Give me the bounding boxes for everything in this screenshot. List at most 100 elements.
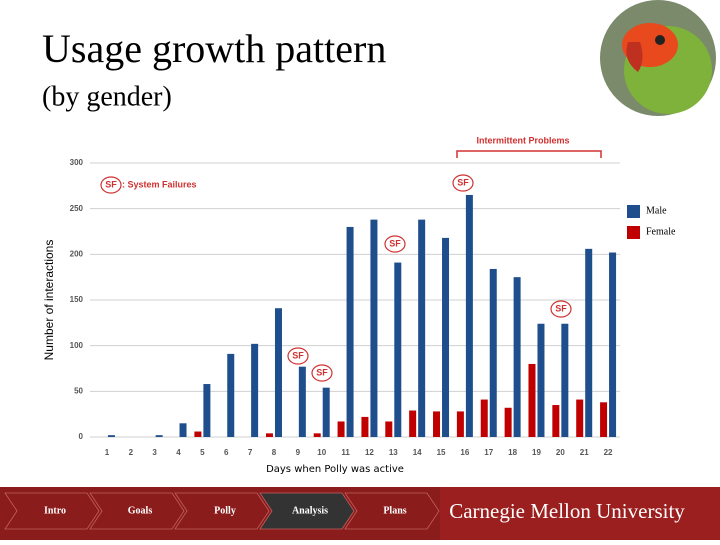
- x-tick-label: 5: [200, 448, 205, 457]
- bar: [409, 410, 417, 437]
- bar: [609, 252, 617, 437]
- nav-tab-shape[interactable]: [174, 492, 270, 530]
- x-tick-label: 22: [604, 448, 613, 457]
- x-tick-label: 10: [317, 448, 326, 457]
- bar: [576, 399, 584, 437]
- bar: [337, 421, 345, 437]
- x-tick-label: 13: [389, 448, 398, 457]
- bar: [265, 433, 273, 437]
- bar: [227, 353, 235, 437]
- x-tick-label: 12: [365, 448, 374, 457]
- bar: [433, 411, 441, 437]
- y-tick-label: 200: [70, 249, 84, 258]
- university-name: Carnegie Mellon University: [449, 499, 685, 523]
- x-tick-label: 2: [129, 448, 134, 457]
- nav-tab-shape[interactable]: [344, 492, 440, 530]
- x-tick-label: 20: [556, 448, 565, 457]
- nav-tabs: Intro Goals Polly Analysis Plans: [4, 492, 440, 530]
- bar: [203, 384, 211, 437]
- sf-key-marker: SF: [105, 179, 117, 189]
- bar: [442, 237, 450, 437]
- y-tick-label: 100: [70, 341, 84, 350]
- legend-label: Male: [646, 205, 667, 216]
- y-tick-label: 50: [74, 386, 83, 395]
- slide-title: Usage growth pattern: [42, 26, 386, 71]
- sf-key-text: : System Failures: [122, 179, 197, 189]
- bracket: [456, 150, 602, 158]
- bar: [418, 219, 426, 437]
- x-tick-label: 11: [341, 448, 350, 457]
- bar: [513, 277, 521, 437]
- y-tick-label: 0: [79, 432, 84, 441]
- legend-label: Female: [646, 226, 676, 237]
- x-tick-label: 4: [176, 448, 181, 457]
- x-tick-label: 3: [152, 448, 157, 457]
- nav-tab-shape[interactable]: [259, 492, 355, 530]
- slide-subtitle: (by gender): [42, 81, 172, 112]
- x-tick-label: 1: [105, 448, 110, 457]
- bar: [528, 363, 536, 437]
- sf-circle: [287, 347, 309, 365]
- sf-marker: SF: [292, 350, 304, 360]
- bar: [552, 405, 560, 437]
- bar: [155, 435, 163, 437]
- sf-circle: [550, 300, 572, 318]
- x-tick-label: 18: [508, 448, 517, 457]
- bar: [394, 262, 402, 437]
- bar: [322, 387, 330, 437]
- sf-circle: [311, 364, 333, 382]
- bar: [504, 407, 512, 437]
- x-tick-label: 9: [296, 448, 301, 457]
- x-tick-label: 17: [484, 448, 493, 457]
- sf-circle: [452, 174, 474, 192]
- bar: [585, 248, 593, 437]
- bracket-label: Intermittent Problems: [476, 135, 569, 145]
- bar: [385, 421, 393, 437]
- legend-swatch: [627, 205, 640, 218]
- bar: [313, 433, 321, 437]
- y-tick-label: 300: [70, 158, 84, 167]
- nav-tab[interactable]: Polly: [214, 505, 236, 516]
- bar: [600, 402, 608, 437]
- bar: [480, 399, 488, 437]
- legend-swatch: [627, 226, 640, 239]
- x-tick-label: 21: [580, 448, 589, 457]
- nav-tab[interactable]: Goals: [128, 505, 153, 516]
- bar: [179, 423, 187, 437]
- bar: [107, 435, 115, 437]
- bar: [456, 411, 464, 437]
- y-axis-label: Number of interactions: [42, 240, 56, 361]
- bar: [370, 219, 378, 437]
- bar: [346, 226, 354, 437]
- bar: [298, 366, 306, 437]
- bar: [465, 194, 473, 437]
- x-tick-label: 16: [460, 448, 469, 457]
- sf-marker: SF: [389, 238, 401, 248]
- bar: [361, 416, 369, 437]
- bar: [537, 323, 545, 437]
- bar: [489, 268, 497, 437]
- sf-marker: SF: [316, 367, 328, 377]
- bar: [194, 431, 202, 437]
- y-tick-label: 150: [70, 295, 84, 304]
- x-label-box: [265, 460, 400, 478]
- sf-marker: SF: [457, 177, 469, 187]
- sf-circle: [100, 176, 122, 194]
- y-tick-label: 250: [70, 204, 84, 213]
- x-tick-label: 14: [413, 448, 422, 457]
- nav-tab-shape[interactable]: [89, 492, 185, 530]
- bar: [561, 323, 569, 437]
- nav-tab[interactable]: Intro: [44, 505, 66, 516]
- bar: [274, 308, 282, 437]
- sf-marker: SF: [555, 303, 567, 313]
- nav-tab-shape[interactable]: [4, 492, 100, 530]
- x-tick-label: 6: [224, 448, 229, 457]
- nav-tab[interactable]: Analysis: [292, 505, 328, 516]
- x-tick-label: 7: [248, 448, 253, 457]
- parrot-photo: [600, 0, 716, 116]
- nav-tab[interactable]: Plans: [383, 505, 406, 516]
- bar: [251, 343, 259, 437]
- x-tick-label: 15: [437, 448, 446, 457]
